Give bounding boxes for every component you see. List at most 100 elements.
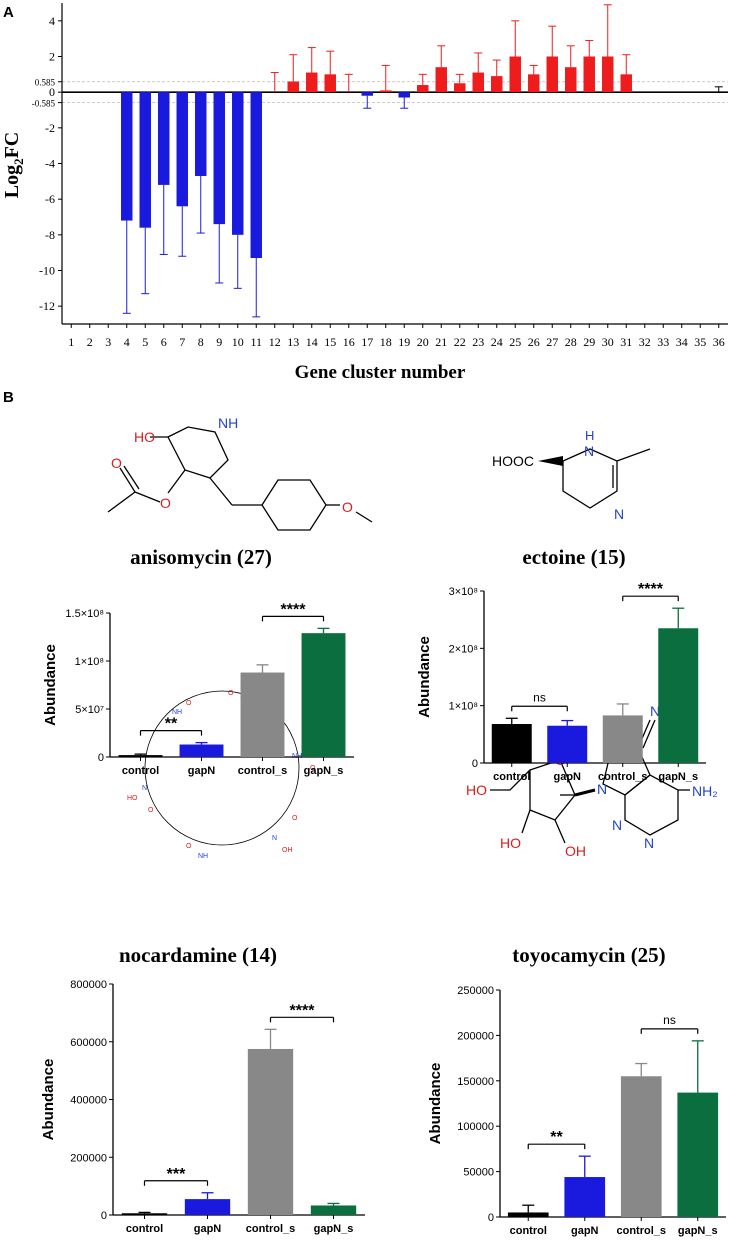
x-tick-label: gapN_s — [658, 771, 698, 783]
y-tick-label: 4 — [49, 14, 55, 28]
nocardamine-abundance-chart: 0 200000 400000 600000 800000 Abundance contro… — [40, 979, 365, 1235]
abundance-bar — [118, 755, 163, 757]
abundance-bar — [184, 1199, 231, 1215]
abundance-bar — [247, 1048, 294, 1215]
log2fc-bar — [417, 85, 429, 93]
x-tick-label: 9 — [216, 335, 222, 349]
abundance-y-axis-label: Abundance — [416, 636, 433, 718]
compound-name-toyocamycin: toyocamycin (25) — [512, 943, 665, 967]
toyocamycin-oh-atom: OH — [565, 843, 586, 859]
y-tick-label: 50000 — [463, 1167, 494, 1179]
panel-b-label: B — [3, 389, 14, 406]
toyocamycin-abundance-chart: 0 50000 100000 150000 200000 250000 Abundance c… — [427, 985, 726, 1237]
log2fc-bar — [583, 56, 595, 93]
y-tick-label: 0 — [488, 1212, 494, 1224]
significance-label: ** — [165, 716, 178, 733]
abundance-y-axis-label: Abundance — [427, 1063, 444, 1145]
x-tick-label: 26 — [528, 335, 540, 349]
abundance-bar — [620, 1076, 662, 1217]
x-tick-label: 24 — [491, 335, 503, 349]
svg-text:HO: HO — [127, 795, 138, 802]
log2fc-bar — [620, 74, 632, 93]
log2fc-bar — [491, 76, 503, 93]
x-tick-label: 29 — [583, 335, 595, 349]
x-tick-label: 30 — [602, 335, 614, 349]
x-tick-label: control — [493, 771, 530, 783]
panel-a-label: A — [3, 4, 14, 21]
log2fc-bar — [287, 81, 299, 93]
ectoine-n1-atom: N — [584, 443, 594, 459]
svg-text:O: O — [186, 843, 192, 850]
anisomycin-ho-atom: HO — [134, 429, 155, 445]
y-tick-label: 0 — [472, 758, 478, 770]
log2fc-bar — [324, 74, 336, 93]
significance-label: **** — [638, 581, 664, 598]
anisomycin-nh-atom: NH — [218, 415, 238, 431]
abundance-bar — [310, 1205, 357, 1215]
compound-name-nocardamine: nocardamine (14) — [119, 943, 277, 967]
log2fc-bar — [306, 72, 318, 93]
abundance-bar — [658, 628, 699, 763]
svg-text:NH: NH — [172, 709, 182, 716]
ectoine-structure: HOOC H N N — [492, 428, 651, 522]
significance-label: *** — [167, 1166, 186, 1183]
svg-text:O: O — [186, 700, 192, 707]
log2fc-bar — [139, 92, 151, 228]
y-tick-label: -8 — [45, 228, 55, 242]
abundance-bar — [547, 725, 588, 763]
x-tick-label: gapN_s — [678, 1225, 718, 1237]
x-tick-label: 21 — [435, 335, 447, 349]
x-tick-label: control_s — [616, 1225, 666, 1237]
significance-label: ** — [550, 1129, 563, 1146]
svg-text:O: O — [228, 690, 234, 697]
x-tick-label: 16 — [343, 335, 355, 349]
toyocamycin-n2-atom: N — [650, 703, 660, 719]
abundance-y-axis-label: Abundance — [40, 1059, 57, 1141]
x-tick-label: 13 — [287, 335, 299, 349]
y-tick-label: 400000 — [70, 1095, 107, 1107]
abundance-bar — [602, 715, 643, 763]
log2fc-bar — [565, 67, 577, 93]
y-tick-label: 0 — [49, 85, 55, 99]
y-tick-label: 100000 — [457, 1121, 494, 1133]
log2fc-bar — [250, 92, 262, 259]
toyocamycin-ho1-atom: HO — [466, 782, 487, 798]
log2fc-y-axis-label: Log2FC — [1, 132, 26, 199]
y-tick-label: 0 — [98, 752, 104, 764]
x-tick-label: 35 — [694, 335, 706, 349]
x-tick-label: 28 — [565, 335, 577, 349]
significance-label: **** — [290, 1002, 316, 1019]
svg-text:O: O — [148, 807, 154, 814]
log2fc-bar — [602, 56, 614, 93]
y-tick-label: 800000 — [70, 979, 107, 991]
x-tick-label: 14 — [306, 335, 318, 349]
significance-label: **** — [281, 601, 307, 618]
x-tick-label: control — [126, 1223, 163, 1235]
anisomycin-carbonyl-o-atom: O — [111, 455, 122, 471]
x-tick-label: control_s — [598, 771, 648, 783]
compound-name-anisomycin: anisomycin (27) — [130, 545, 272, 569]
x-tick-label: 18 — [380, 335, 392, 349]
log2fc-bar — [528, 74, 540, 93]
x-tick-label: 6 — [161, 335, 167, 349]
x-tick-label: 33 — [657, 335, 669, 349]
ectoine-h-atom: H — [585, 428, 594, 443]
log2fc-bar — [232, 92, 244, 235]
y-tick-label: 1×10⁸ — [449, 701, 478, 713]
toyocamycin-n3-atom: N — [612, 817, 622, 833]
toyocamycin-structure: HO O HO OH N N N N NH₂ — [466, 703, 718, 859]
log2fc-chart: Log2FC Gene cluster number 4 2 0.5850-0.58… — [1, 3, 728, 383]
significance-label: ns — [533, 690, 546, 704]
ectoine-n2-atom: N — [614, 506, 624, 522]
y-tick-label: 200000 — [70, 1152, 107, 1164]
y-tick-label: -12 — [39, 299, 55, 313]
x-tick-label: 36 — [713, 335, 725, 349]
x-tick-label: control_s — [238, 765, 288, 777]
log2fc-x-axis-label: Gene cluster number — [295, 362, 466, 383]
y-tick-label: 250000 — [457, 985, 494, 997]
y-tick-label: 2×10⁸ — [449, 643, 478, 655]
x-tick-label: 17 — [361, 335, 373, 349]
anisomycin-abundance-chart: 0 5×10⁷ 1×10⁸ 1.5×10⁸ Abundance control gapN co… — [42, 601, 354, 777]
svg-text:N: N — [142, 785, 147, 792]
